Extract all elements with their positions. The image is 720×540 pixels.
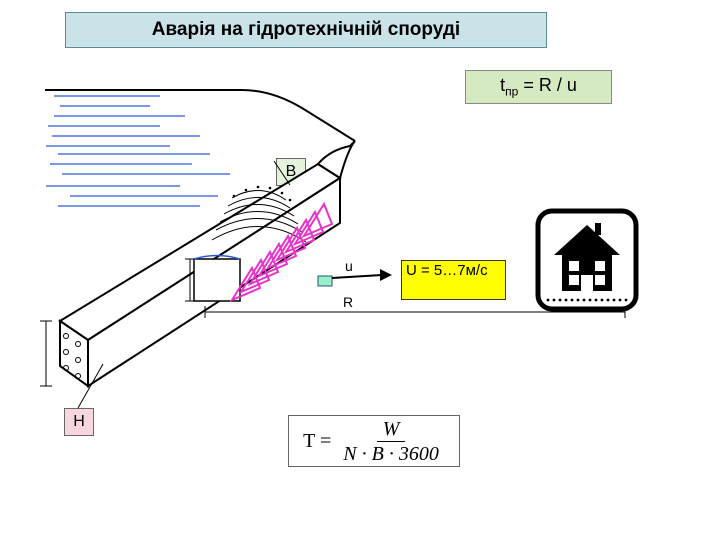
water-lines — [46, 96, 230, 206]
house-icon — [538, 211, 636, 309]
breach-opening — [194, 259, 240, 301]
diagram-svg — [0, 0, 720, 540]
flow-arrow — [318, 269, 392, 286]
dim-H — [40, 321, 52, 386]
